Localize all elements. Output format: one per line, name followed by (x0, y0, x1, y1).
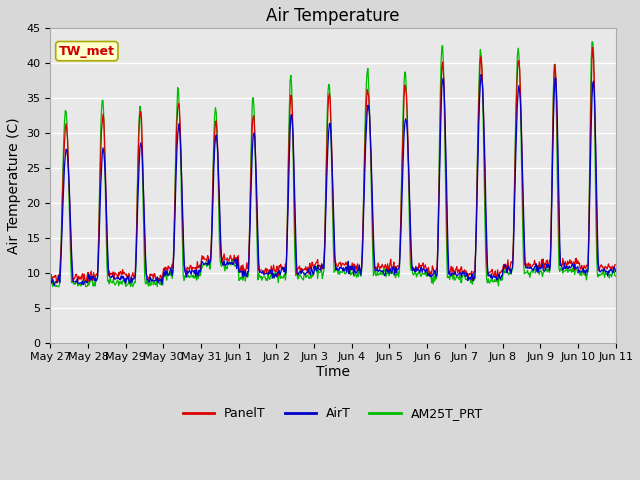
PanelT (419, 260, 427, 266)
AirT (51, 283, 58, 288)
Text: TW_met: TW_met (59, 45, 115, 58)
AM25T_PRT (612, 273, 620, 279)
Line: AirT: AirT (51, 74, 616, 286)
AM25T_PRT (58, 230, 65, 236)
AirT (403, 119, 410, 124)
AM25T_PRT (47, 278, 54, 284)
AM25T_PRT (403, 92, 410, 97)
AirT (47, 282, 54, 288)
Legend: PanelT, AirT, AM25T_PRT: PanelT, AirT, AM25T_PRT (178, 402, 488, 425)
AirT (612, 269, 620, 275)
AirT (58, 246, 65, 252)
AirT (419, 266, 427, 272)
X-axis label: Time: Time (316, 365, 350, 379)
PanelT (612, 262, 620, 268)
AirT (477, 72, 485, 77)
PanelT (52, 280, 60, 286)
PanelT (403, 93, 410, 98)
AirT (173, 147, 180, 153)
Line: PanelT: PanelT (51, 48, 616, 283)
Line: AM25T_PRT: AM25T_PRT (51, 42, 616, 287)
PanelT (173, 120, 180, 126)
AirT (203, 261, 211, 267)
AM25T_PRT (588, 39, 596, 45)
AM25T_PRT (49, 284, 56, 289)
AM25T_PRT (419, 271, 427, 276)
PanelT (116, 272, 124, 278)
PanelT (58, 239, 65, 244)
AM25T_PRT (203, 264, 211, 270)
PanelT (47, 275, 54, 281)
AM25T_PRT (173, 106, 180, 111)
AM25T_PRT (116, 279, 124, 285)
Y-axis label: Air Temperature (C): Air Temperature (C) (7, 117, 21, 253)
AirT (116, 276, 124, 282)
PanelT (203, 258, 211, 264)
Title: Air Temperature: Air Temperature (266, 7, 400, 25)
PanelT (589, 45, 596, 50)
